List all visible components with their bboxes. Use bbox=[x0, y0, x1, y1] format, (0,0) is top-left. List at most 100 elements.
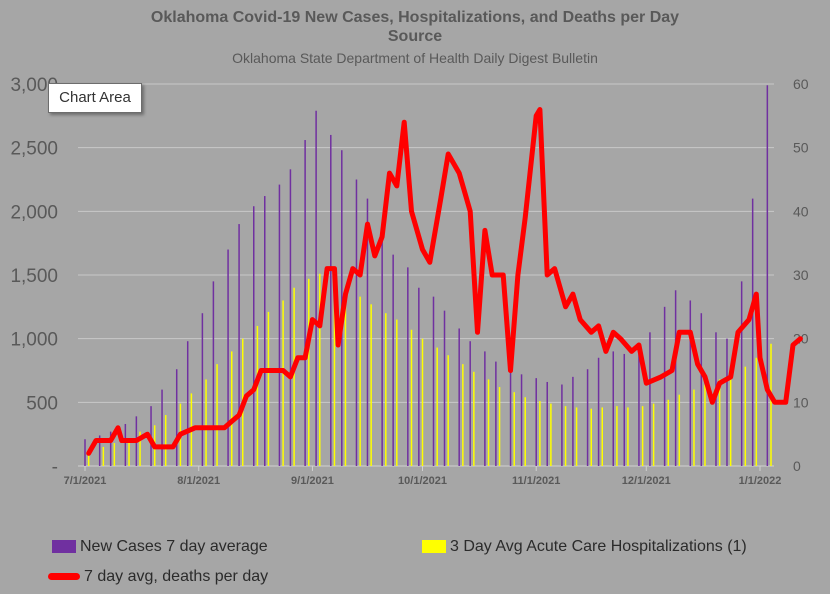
y-right-tick-label: 60 bbox=[793, 76, 809, 92]
x-tick-label: 12/1/2021 bbox=[622, 475, 671, 487]
cases-bar bbox=[484, 351, 486, 466]
hosp-bar bbox=[755, 357, 758, 466]
hosp-bar bbox=[128, 437, 130, 466]
hosp-bar bbox=[693, 389, 695, 466]
cases-bar bbox=[418, 287, 420, 466]
hosp-bar bbox=[513, 392, 515, 466]
x-tick-label: 1/1/2022 bbox=[739, 475, 782, 487]
cases-bar bbox=[638, 348, 640, 466]
cases-bar bbox=[212, 281, 215, 466]
cases-bar bbox=[124, 423, 127, 466]
hosp-bar bbox=[113, 443, 116, 466]
hosp-bar bbox=[627, 407, 629, 466]
cases-bar bbox=[278, 184, 281, 467]
hosp-bar bbox=[396, 319, 398, 466]
x-tick-label: 9/1/2021 bbox=[291, 475, 334, 487]
y-right-tick-label: 40 bbox=[793, 203, 809, 219]
cases-bar bbox=[700, 313, 703, 466]
hosp-bar bbox=[164, 415, 167, 466]
cases-bar bbox=[407, 267, 409, 466]
cases-bar bbox=[392, 254, 394, 466]
y-left-tick-label: 500 bbox=[26, 393, 58, 414]
hosp-bar bbox=[575, 407, 578, 466]
cases-bar bbox=[253, 206, 255, 467]
y-right-tick-label: 30 bbox=[793, 267, 809, 283]
cases-bar bbox=[304, 140, 306, 466]
y-left-tick-label: 3,000 bbox=[10, 75, 58, 96]
hosp-bar bbox=[205, 379, 207, 466]
hosp-bar bbox=[462, 364, 464, 466]
hosp-bar bbox=[564, 406, 567, 466]
hosp-bar bbox=[319, 273, 321, 466]
cases-bar bbox=[751, 198, 754, 466]
cases-bar bbox=[586, 369, 589, 466]
y-left-tick-label: 2,500 bbox=[10, 139, 58, 160]
cases-bar bbox=[330, 134, 332, 466]
cases-bar bbox=[186, 341, 189, 466]
y-right-tick-label: 10 bbox=[793, 394, 809, 410]
x-tick-label: 7/1/2021 bbox=[64, 475, 107, 487]
cases-bar bbox=[238, 224, 240, 466]
hosp-bar bbox=[293, 287, 295, 466]
hosp-bar bbox=[524, 397, 526, 466]
hosp-bar bbox=[385, 313, 387, 466]
y-left-tick-label: 1,500 bbox=[10, 266, 58, 287]
hosp-bar bbox=[667, 399, 670, 466]
cases-bar bbox=[612, 351, 615, 466]
hosp-bar bbox=[102, 446, 105, 466]
deaths-line bbox=[86, 107, 803, 456]
cases-bar bbox=[264, 196, 266, 466]
legend-item-hosp[interactable]: 3 Day Avg Acute Care Hospitalizations (1… bbox=[422, 538, 747, 556]
hosp-bar bbox=[641, 406, 644, 466]
cases-bar bbox=[649, 332, 651, 466]
legend-item-cases[interactable]: New Cases 7 day average bbox=[52, 538, 268, 556]
hosp-bar bbox=[308, 278, 310, 466]
chart-title-block: Oklahoma Covid-19 New Cases, Hospitaliza… bbox=[0, 8, 830, 67]
cases-bar bbox=[161, 389, 163, 466]
hosp-bar bbox=[359, 296, 361, 466]
hosp-bar bbox=[652, 403, 655, 466]
cases-bar bbox=[175, 369, 178, 466]
cases-bar bbox=[458, 328, 460, 466]
hosp-bar bbox=[487, 379, 490, 466]
cases-bar bbox=[597, 357, 600, 466]
hosp-bar bbox=[539, 401, 541, 466]
x-tick-label: 10/1/2021 bbox=[398, 475, 447, 487]
hosp-bar bbox=[729, 376, 732, 466]
hosp-bar bbox=[718, 379, 721, 466]
cases-bar bbox=[315, 110, 317, 467]
y-left-tick-label: - bbox=[52, 457, 58, 478]
hosp-bar bbox=[447, 355, 449, 466]
legend-label-hosp: 3 Day Avg Acute Care Hospitalizations (1… bbox=[450, 538, 747, 555]
hosp-bar bbox=[473, 371, 475, 466]
cases-bar bbox=[381, 230, 383, 466]
cases-bar bbox=[546, 381, 548, 466]
cases-bar bbox=[535, 378, 537, 466]
cases-bar bbox=[109, 431, 112, 466]
hosp-bar bbox=[744, 366, 747, 466]
hosp-bar bbox=[333, 280, 336, 466]
cases-bar bbox=[766, 85, 769, 467]
hosp-bar bbox=[344, 287, 347, 466]
x-tick-label: 11/1/2021 bbox=[512, 475, 560, 487]
hosp-bar bbox=[678, 394, 681, 466]
legend-label-cases: New Cases 7 day average bbox=[80, 538, 268, 555]
hosp-bar bbox=[421, 338, 424, 466]
cases-bar bbox=[495, 361, 497, 466]
legend-item-deaths[interactable]: 7 day avg, deaths per day bbox=[48, 568, 268, 586]
cases-bar bbox=[469, 341, 471, 466]
cases-bar bbox=[674, 290, 677, 466]
cases-bar bbox=[289, 169, 292, 466]
cases-bar bbox=[443, 310, 446, 466]
hosp-bar bbox=[139, 431, 141, 466]
cases-bar bbox=[520, 374, 523, 466]
legend-swatch-deaths bbox=[48, 573, 80, 581]
x-tick-label: 8/1/2021 bbox=[177, 475, 220, 487]
cases-bar bbox=[663, 306, 666, 466]
hosp-bar bbox=[370, 304, 372, 466]
legend-label-deaths: 7 day avg, deaths per day bbox=[84, 568, 269, 585]
cases-bar bbox=[227, 249, 229, 466]
hosp-bar bbox=[436, 347, 438, 466]
chart-source: Oklahoma State Department of Health Dail… bbox=[232, 50, 598, 66]
